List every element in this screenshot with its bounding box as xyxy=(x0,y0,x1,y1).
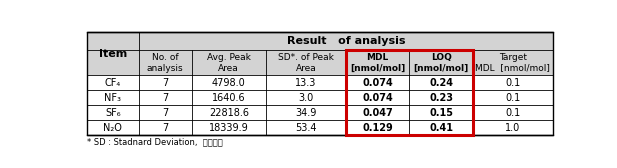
Text: 0.23: 0.23 xyxy=(429,93,453,103)
Bar xyxy=(139,50,191,75)
Text: Item: Item xyxy=(99,49,127,58)
Text: 7: 7 xyxy=(162,108,168,118)
Text: SD*. of Peak
Area: SD*. of Peak Area xyxy=(278,53,334,73)
Bar xyxy=(410,50,473,75)
Bar xyxy=(86,32,139,75)
Text: 0.41: 0.41 xyxy=(429,123,453,133)
Text: 18339.9: 18339.9 xyxy=(209,123,249,133)
Text: 0.074: 0.074 xyxy=(362,78,393,88)
Text: Target
MDL  [nmol/mol]: Target MDL [nmol/mol] xyxy=(476,53,550,73)
Text: 7: 7 xyxy=(162,78,168,88)
Text: 0.1: 0.1 xyxy=(505,108,521,118)
Text: 0.129: 0.129 xyxy=(362,123,393,133)
Text: SF₆: SF₆ xyxy=(105,108,121,118)
Bar xyxy=(191,50,266,75)
Text: 7: 7 xyxy=(162,93,168,103)
Text: No. of
analysis: No. of analysis xyxy=(147,53,184,73)
Bar xyxy=(139,32,553,50)
Text: 22818.6: 22818.6 xyxy=(209,108,249,118)
Text: 13.3: 13.3 xyxy=(296,78,317,88)
Text: * SD : Stadnard Deviation,  표준편차: * SD : Stadnard Deviation, 표준편차 xyxy=(86,137,223,146)
Bar xyxy=(266,50,346,75)
Text: 0.1: 0.1 xyxy=(505,78,521,88)
Text: 0.047: 0.047 xyxy=(362,108,393,118)
Text: 0.074: 0.074 xyxy=(362,93,393,103)
Bar xyxy=(86,32,553,135)
Text: 0.15: 0.15 xyxy=(429,108,453,118)
Text: 1640.6: 1640.6 xyxy=(212,93,246,103)
Text: 0.24: 0.24 xyxy=(429,78,453,88)
Text: 1.0: 1.0 xyxy=(505,123,521,133)
Text: 53.4: 53.4 xyxy=(296,123,317,133)
Text: 3.0: 3.0 xyxy=(299,93,313,103)
Text: LOQ
[nmol/mol]: LOQ [nmol/mol] xyxy=(413,53,469,73)
Text: CF₄: CF₄ xyxy=(105,78,121,88)
Text: 7: 7 xyxy=(162,123,168,133)
Bar xyxy=(346,50,473,135)
Text: MDL
[nmol/mol]: MDL [nmol/mol] xyxy=(350,53,405,73)
Text: Avg. Peak
Area: Avg. Peak Area xyxy=(207,53,251,73)
Text: 34.9: 34.9 xyxy=(296,108,317,118)
Text: Result   of analysis: Result of analysis xyxy=(287,36,405,46)
Bar xyxy=(473,50,553,75)
Text: 4798.0: 4798.0 xyxy=(212,78,246,88)
Text: 0.1: 0.1 xyxy=(505,93,521,103)
Text: NF₃: NF₃ xyxy=(104,93,122,103)
Bar xyxy=(346,50,410,75)
Text: N₂O: N₂O xyxy=(104,123,122,133)
